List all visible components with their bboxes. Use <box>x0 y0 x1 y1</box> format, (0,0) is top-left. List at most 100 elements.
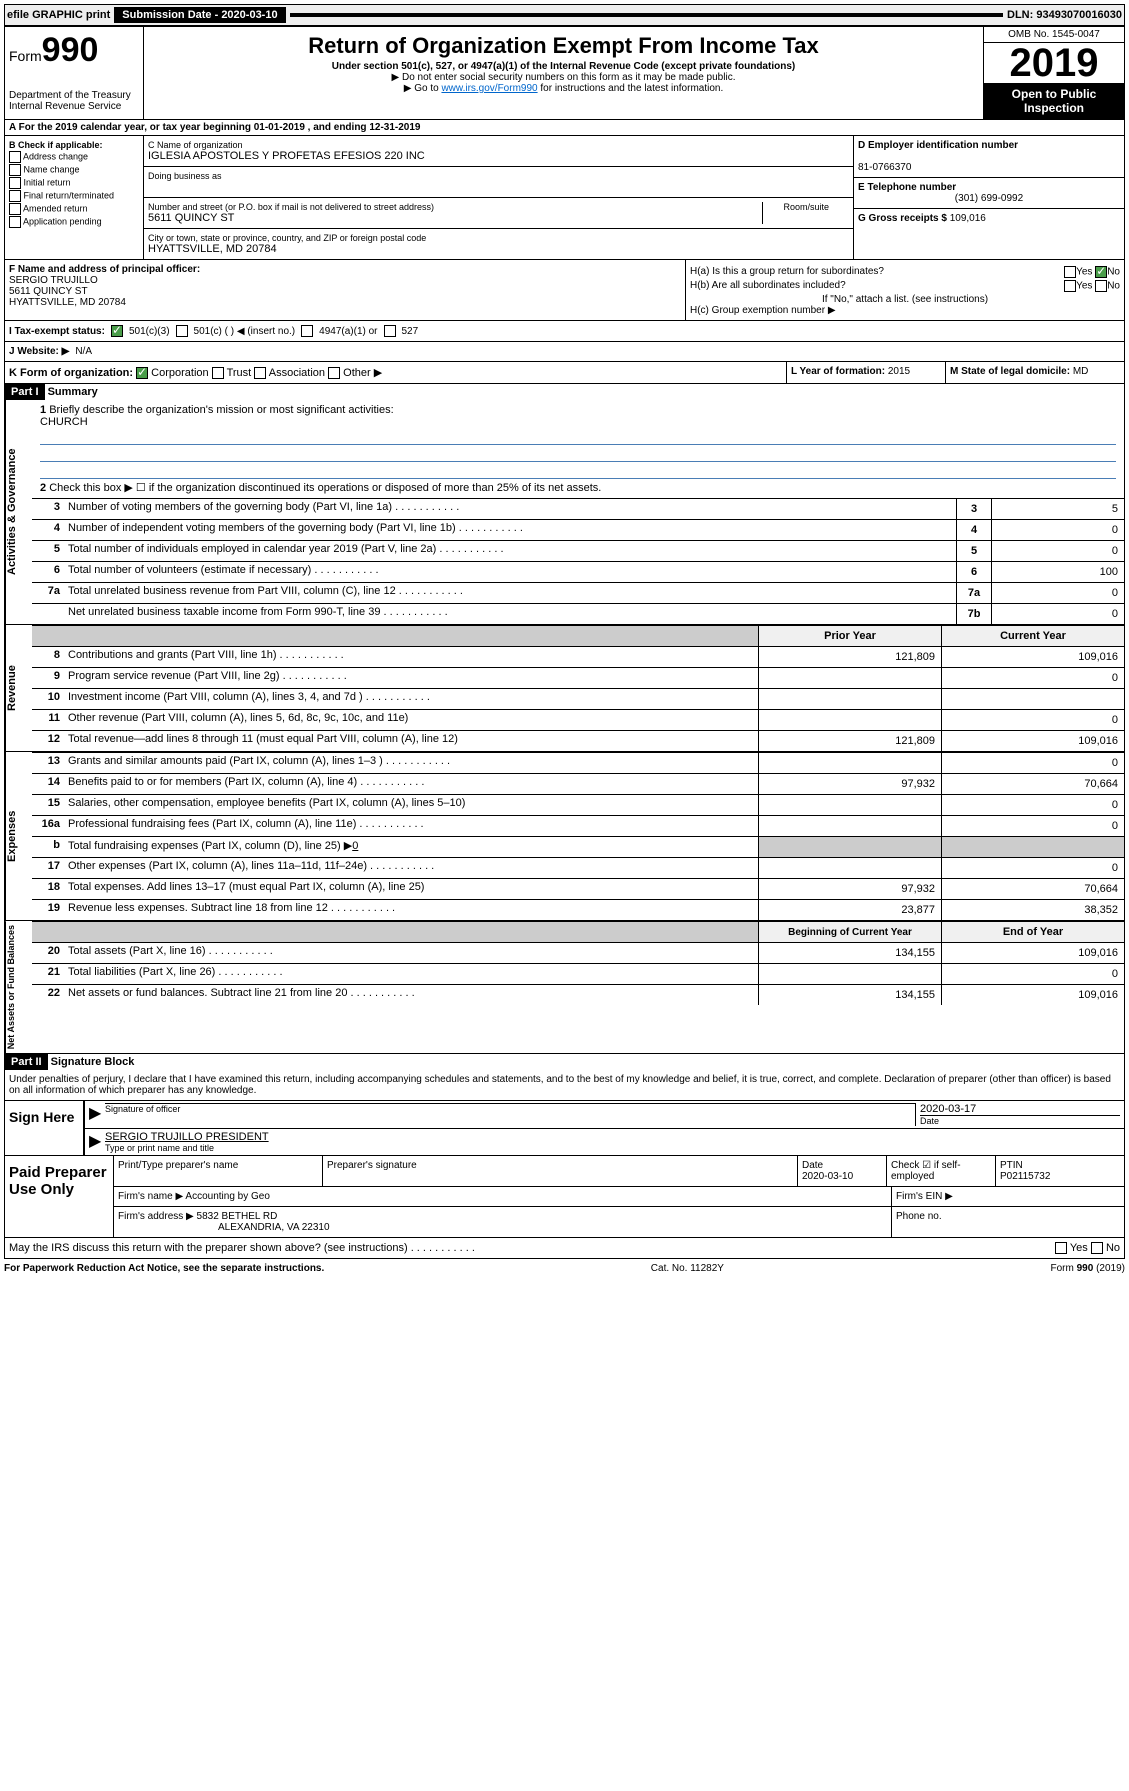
col-b-label: B Check if applicable: <box>9 140 139 150</box>
v7b: 0 <box>991 604 1124 624</box>
website-row: J Website: ▶ N/A <box>4 342 1125 362</box>
room-label: Room/suite <box>762 202 849 224</box>
cb-discuss-yes[interactable] <box>1055 1242 1067 1254</box>
paid-preparer-label: Paid Preparer Use Only <box>5 1156 113 1237</box>
c16a: 0 <box>941 816 1124 836</box>
c17: 0 <box>941 858 1124 878</box>
c15: 0 <box>941 795 1124 815</box>
info-grid: B Check if applicable: Address change Na… <box>4 136 1125 260</box>
form-number: 990 <box>42 31 99 69</box>
cb-4947[interactable] <box>301 325 313 337</box>
part-1-header: Part I <box>5 384 45 400</box>
c11: 0 <box>941 710 1124 730</box>
tax-status-row: I Tax-exempt status: 501(c)(3) 501(c) ( … <box>4 321 1125 342</box>
cb-other[interactable] <box>328 367 340 379</box>
gross-receipts: 109,016 <box>950 213 986 224</box>
mission-text: CHURCH <box>40 416 1116 428</box>
c20: 109,016 <box>941 943 1124 963</box>
cb-name[interactable]: Name change <box>9 164 139 176</box>
d-label: D Employer identification number <box>858 140 1018 151</box>
k-l-m-row: K Form of organization: Corporation Trus… <box>4 362 1125 384</box>
ein: 81-0766370 <box>858 162 911 173</box>
e-label: E Telephone number <box>858 182 956 193</box>
cb-amended[interactable]: Amended return <box>9 203 139 215</box>
c13: 0 <box>941 753 1124 773</box>
g-label: G Gross receipts $ <box>858 213 950 224</box>
tax-year: 2019 <box>984 43 1124 83</box>
arrow-icon: ▶ <box>89 1131 105 1153</box>
ptin: P02115732 <box>1000 1171 1050 1182</box>
form-header: Form990 Department of the Treasury Inter… <box>4 26 1125 120</box>
cb-initial[interactable]: Initial return <box>9 177 139 189</box>
org-address: 5611 QUINCY ST <box>148 212 762 224</box>
open-public-badge: Open to Public Inspection <box>984 83 1124 119</box>
header-right: OMB No. 1545-0047 2019 Open to Public In… <box>983 27 1124 119</box>
addr-label: Number and street (or P.O. box if mail i… <box>148 202 762 212</box>
website-value: N/A <box>75 346 92 357</box>
officer-addr2: HYATTSVILLE, MD 20784 <box>9 297 681 308</box>
dln-label: DLN: 93493070016030 <box>1007 9 1122 21</box>
c18: 70,664 <box>941 879 1124 899</box>
h-box: H(a) Is this a group return for subordin… <box>686 260 1124 320</box>
m-box: M State of legal domicile: MD <box>946 362 1124 383</box>
c22: 109,016 <box>941 985 1124 1005</box>
cb-final[interactable]: Final return/terminated <box>9 190 139 202</box>
discuss-text: May the IRS discuss this return with the… <box>9 1242 475 1254</box>
irs-link[interactable]: www.irs.gov/Form990 <box>441 83 537 94</box>
p19: 23,877 <box>758 900 941 920</box>
cb-discuss-no[interactable] <box>1091 1242 1103 1254</box>
efile-label[interactable]: efile GRAPHIC print <box>7 9 110 21</box>
v6: 100 <box>991 562 1124 582</box>
form-title: Return of Organization Exempt From Incom… <box>148 33 979 59</box>
c12: 109,016 <box>941 731 1124 751</box>
dba-label: Doing business as <box>148 171 849 181</box>
footer-left: For Paperwork Reduction Act Notice, see … <box>4 1263 324 1274</box>
cb-address[interactable]: Address change <box>9 151 139 163</box>
c8: 109,016 <box>941 647 1124 667</box>
cb-application[interactable]: Application pending <box>9 216 139 228</box>
subtitle-2: ▶ Do not enter social security numbers o… <box>148 72 979 83</box>
cb-527[interactable] <box>384 325 396 337</box>
p22: 134,155 <box>758 985 941 1005</box>
header-left: Form990 Department of the Treasury Inter… <box>5 27 144 119</box>
perjury-text: Under penalties of perjury, I declare th… <box>5 1070 1124 1100</box>
page-footer: For Paperwork Reduction Act Notice, see … <box>4 1259 1125 1278</box>
signature-section: Part II Signature Block Under penalties … <box>4 1054 1125 1259</box>
org-info-column: C Name of organization IGLESIA APOSTOLES… <box>144 136 853 259</box>
p8: 121,809 <box>758 647 941 667</box>
dept-label: Department of the Treasury Internal Reve… <box>9 90 139 112</box>
c21: 0 <box>941 964 1124 984</box>
cb-assoc[interactable] <box>254 367 266 379</box>
header-center: Return of Organization Exempt From Incom… <box>144 27 983 119</box>
c-label: C Name of organization <box>148 140 849 150</box>
v3: 5 <box>991 499 1124 519</box>
cb-corp[interactable] <box>136 367 148 379</box>
part-1: Part I Summary Activities & Governance 1… <box>4 384 1125 1054</box>
part-2-header: Part II <box>5 1054 48 1070</box>
c14: 70,664 <box>941 774 1124 794</box>
p20: 134,155 <box>758 943 941 963</box>
form-label: Form <box>9 48 42 64</box>
subtitle-1: Under section 501(c), 527, or 4947(a)(1)… <box>148 61 979 72</box>
city-label: City or town, state or province, country… <box>148 233 849 243</box>
cb-501c[interactable] <box>176 325 188 337</box>
submission-date-button[interactable]: Submission Date - 2020-03-10 <box>114 7 285 23</box>
side-netassets: Net Assets or Fund Balances <box>5 921 32 1053</box>
side-expenses: Expenses <box>5 752 32 920</box>
v7a: 0 <box>991 583 1124 603</box>
side-activities: Activities & Governance <box>5 400 32 624</box>
cb-501c3[interactable] <box>111 325 123 337</box>
v5: 0 <box>991 541 1124 561</box>
officer-h-row: F Name and address of principal officer:… <box>4 260 1125 321</box>
firm-name: Accounting by Geo <box>185 1191 270 1202</box>
cb-trust[interactable] <box>212 367 224 379</box>
checkbox-column: B Check if applicable: Address change Na… <box>5 136 144 259</box>
p14: 97,932 <box>758 774 941 794</box>
officer-box: F Name and address of principal officer:… <box>5 260 686 320</box>
officer-name: SERGIO TRUJILLO <box>9 275 681 286</box>
phone: (301) 699-0992 <box>858 193 1120 204</box>
p18: 97,932 <box>758 879 941 899</box>
footer-right: Form 990 (2019) <box>1051 1263 1125 1274</box>
footer-mid: Cat. No. 11282Y <box>651 1263 724 1274</box>
org-name: IGLESIA APOSTOLES Y PROFETAS EFESIOS 220… <box>148 150 849 162</box>
